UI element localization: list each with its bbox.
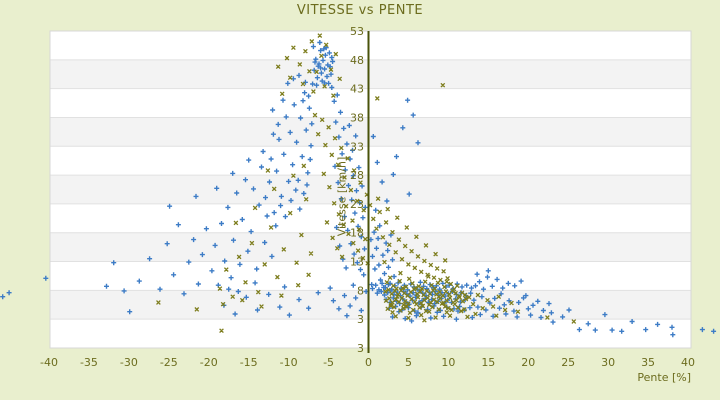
plot-band	[50, 232, 691, 262]
chart-title: VITESSE vs PENTE	[296, 3, 424, 18]
x-tick-label: 20	[521, 356, 535, 369]
y-tick-label: 43	[350, 83, 364, 96]
x-tick-label: -5	[323, 356, 334, 369]
scatter-olive-cross-series	[156, 33, 577, 334]
x-tick-label: -20	[200, 356, 218, 369]
plot-band	[50, 175, 691, 204]
y-tick-label: 23	[350, 198, 364, 211]
x-tick-label: 5	[405, 356, 412, 369]
x-tick-label: -10	[280, 356, 298, 369]
y-tick-label: 53	[350, 25, 364, 38]
y-axis-bottom-label: 3	[357, 342, 364, 355]
x-tick-label: -40	[40, 356, 58, 369]
plot-border	[49, 30, 692, 349]
y-tick-label: 13	[350, 256, 364, 269]
x-tick-label: -30	[120, 356, 138, 369]
y-tick-label: 33	[350, 140, 364, 153]
x-tick-label: -25	[160, 356, 178, 369]
x-tick-label: -15	[240, 356, 258, 369]
x-tick-label: 30	[601, 356, 615, 369]
plot-band	[50, 146, 691, 176]
y-axis-title: Vitesse [km/h]	[335, 156, 349, 237]
plot-band	[50, 261, 691, 291]
plot-band	[50, 203, 691, 233]
x-tick-label: 10	[441, 356, 455, 369]
plot-band	[50, 290, 691, 320]
plot-band	[50, 59, 691, 89]
y-tick-label: 48	[350, 54, 364, 67]
x-tick-label: 25	[561, 356, 575, 369]
y-tick-label: 8	[357, 284, 364, 297]
x-tick-label: 0	[365, 356, 372, 369]
plot-band	[50, 31, 691, 60]
y-tick-label: 18	[350, 227, 364, 240]
x-tick-label: 15	[481, 356, 495, 369]
x-tick-label: 40	[681, 356, 695, 369]
plot-band	[50, 88, 691, 118]
y-tick-label: 38	[350, 111, 364, 124]
plot-band	[50, 319, 691, 348]
x-tick-label: -35	[80, 356, 98, 369]
y-tick-label: 28	[350, 169, 364, 182]
y-tick-label: 3	[357, 313, 364, 326]
x-tick-label: 35	[641, 356, 655, 369]
x-axis-title: Pente [%]	[637, 371, 691, 384]
plot-band	[50, 117, 691, 147]
